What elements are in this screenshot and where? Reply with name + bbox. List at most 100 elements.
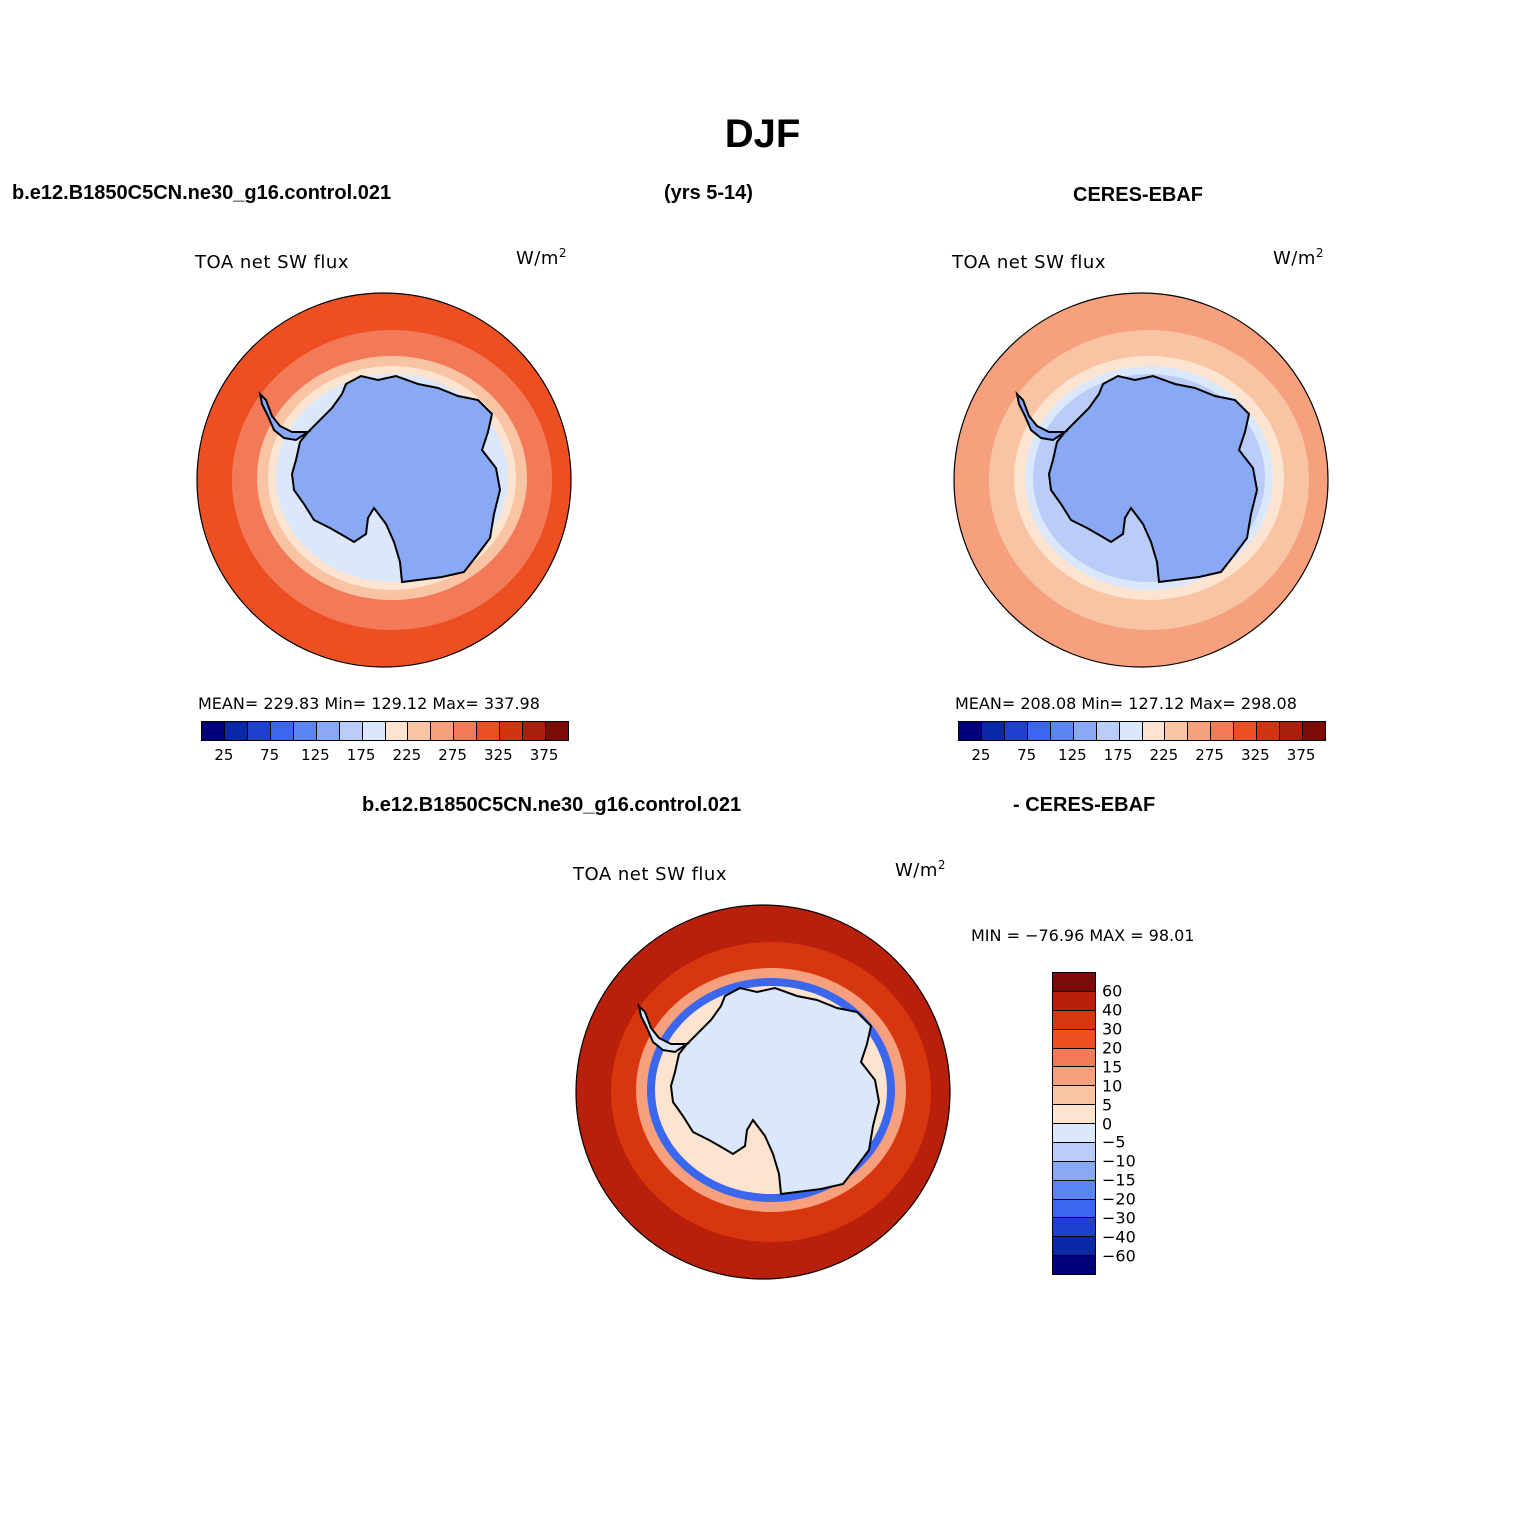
colorbar-swatch [1053,1142,1095,1162]
peninsula-fill [1017,394,1065,440]
colorbar-swatch [247,722,271,740]
colorbar-swatch [959,722,982,740]
colorbar-tick-label: −15 [1102,1170,1136,1190]
colorbar-swatch [408,722,432,740]
colorbar-tick-label: 375 [529,746,559,764]
peninsula-coastline [1015,390,1069,442]
colorbar-swatch [1053,1010,1095,1030]
colorbar-swatch [546,722,568,740]
colorbar-tick-label: −30 [1102,1208,1136,1228]
colorbar-swatch [981,722,1005,740]
colorbar-swatch [202,722,225,740]
antarctica-fill [1049,376,1257,582]
colorbar-swatch [1053,1199,1095,1219]
colorbar-swatch [431,722,455,740]
colorbar-swatch [1257,722,1281,740]
colorbar-tick-label: 20 [1102,1038,1123,1058]
colorbar-tick-label: 40 [1102,1000,1123,1020]
map-fill-group [197,293,571,667]
colorbar-tick-label: 125 [301,746,330,764]
diff-stats: MIN = −76.96 MAX = 98.01 [971,926,1195,945]
case-name-header: b.e12.B1850C5CN.ne30_g16.control.021 [12,182,392,204]
colorbar-tick-label: 60 [1102,981,1123,1001]
model-polar-map [196,292,572,668]
colorbar-swatch [1053,1067,1095,1087]
colorbar-swatch [1053,973,1095,992]
colorbar-swatch [477,722,501,740]
diff-polar-map [575,904,951,1280]
colorbar-swatch [1234,722,1258,740]
colorbar-swatch [1053,1256,1095,1274]
colorbar-tick-label: 175 [1103,746,1133,764]
colorbar-swatch [1027,722,1051,740]
peninsula-fill [639,1006,687,1052]
figure-title: DJF [724,112,801,156]
obs-colorbar [958,721,1326,741]
colorbar-tick-label: 25 [971,746,991,764]
colorbar-tick-label: 5 [1102,1095,1113,1115]
colorbar-swatch [1053,1161,1095,1181]
model-variable-label: TOA net SW flux [195,252,349,273]
antarctica-coastline [290,374,502,584]
colorbar-swatch [339,722,363,740]
peninsula-coastline [258,390,312,442]
colorbar-tick-label: 75 [1017,746,1037,764]
model-colorbar [201,721,569,741]
model-stats: MEAN= 229.83 Min= 129.12 Max= 337.98 [198,694,540,713]
colorbar-tick-label: −40 [1102,1227,1136,1247]
colorbar-tick-label: 325 [484,746,513,764]
diff-units-label: W/m2 [895,858,947,881]
colorbar-swatch [1053,1180,1095,1200]
diff-colorbar [1052,972,1096,1275]
map-border [575,904,951,1280]
colorbar-swatch [362,722,386,740]
colorbar-swatch [1211,722,1235,740]
colorbar-tick-label: −20 [1102,1189,1136,1209]
colorbar-tick-label: 10 [1102,1076,1123,1096]
colorbar-swatch [1280,722,1304,740]
colorbar-tick-label: 275 [1195,746,1224,764]
model-units-label: W/m2 [516,246,568,269]
colorbar-swatch [270,722,294,740]
diff-case-name-header: b.e12.B1850C5CN.ne30_g16.control.021 [362,794,742,816]
colorbar-swatch [1188,722,1212,740]
antarctica-coastline [1047,374,1259,584]
colorbar-swatch [385,722,409,740]
colorbar-swatch [454,722,478,740]
colorbar-swatch [224,722,248,740]
colorbar-tick-label: 15 [1102,1057,1123,1077]
colorbar-swatch [1053,1086,1095,1106]
diff-obs-name-header: - CERES-EBAF [1013,794,1156,816]
colorbar-swatch [523,722,547,740]
colorbar-tick-label: 375 [1286,746,1316,764]
colorbar-tick-label: 225 [1149,746,1179,764]
colorbar-tick-label: 225 [392,746,422,764]
years-header: (yrs 5-14) [664,182,753,204]
obs-polar-map [953,292,1329,668]
colorbar-swatch [316,722,340,740]
antarctica-fill [671,988,879,1194]
colorbar-swatch [1050,722,1074,740]
colorbar-tick-label: 125 [1058,746,1087,764]
map-fill-group [954,293,1328,667]
colorbar-tick-label: 275 [438,746,467,764]
antarctica-coastline [669,986,881,1196]
colorbar-tick-label: 325 [1241,746,1270,764]
diff-variable-label: TOA net SW flux [573,864,727,885]
colorbar-swatch [1004,722,1028,740]
colorbar-swatch [1303,722,1325,740]
colorbar-swatch [1096,722,1120,740]
colorbar-swatch [293,722,317,740]
colorbar-tick-label: −60 [1102,1246,1136,1266]
colorbar-tick-label: 175 [346,746,376,764]
colorbar-swatch [1053,1124,1095,1143]
colorbar-swatch [500,722,524,740]
colorbar-swatch [1053,1237,1095,1257]
colorbar-tick-label: −10 [1102,1151,1136,1171]
obs-units-label: W/m2 [1273,246,1325,269]
map-border [196,292,572,668]
antarctica-fill [292,376,500,582]
obs-variable-label: TOA net SW flux [952,252,1106,273]
colorbar-swatch [1119,722,1143,740]
obs-name-header: CERES-EBAF [1073,184,1204,206]
